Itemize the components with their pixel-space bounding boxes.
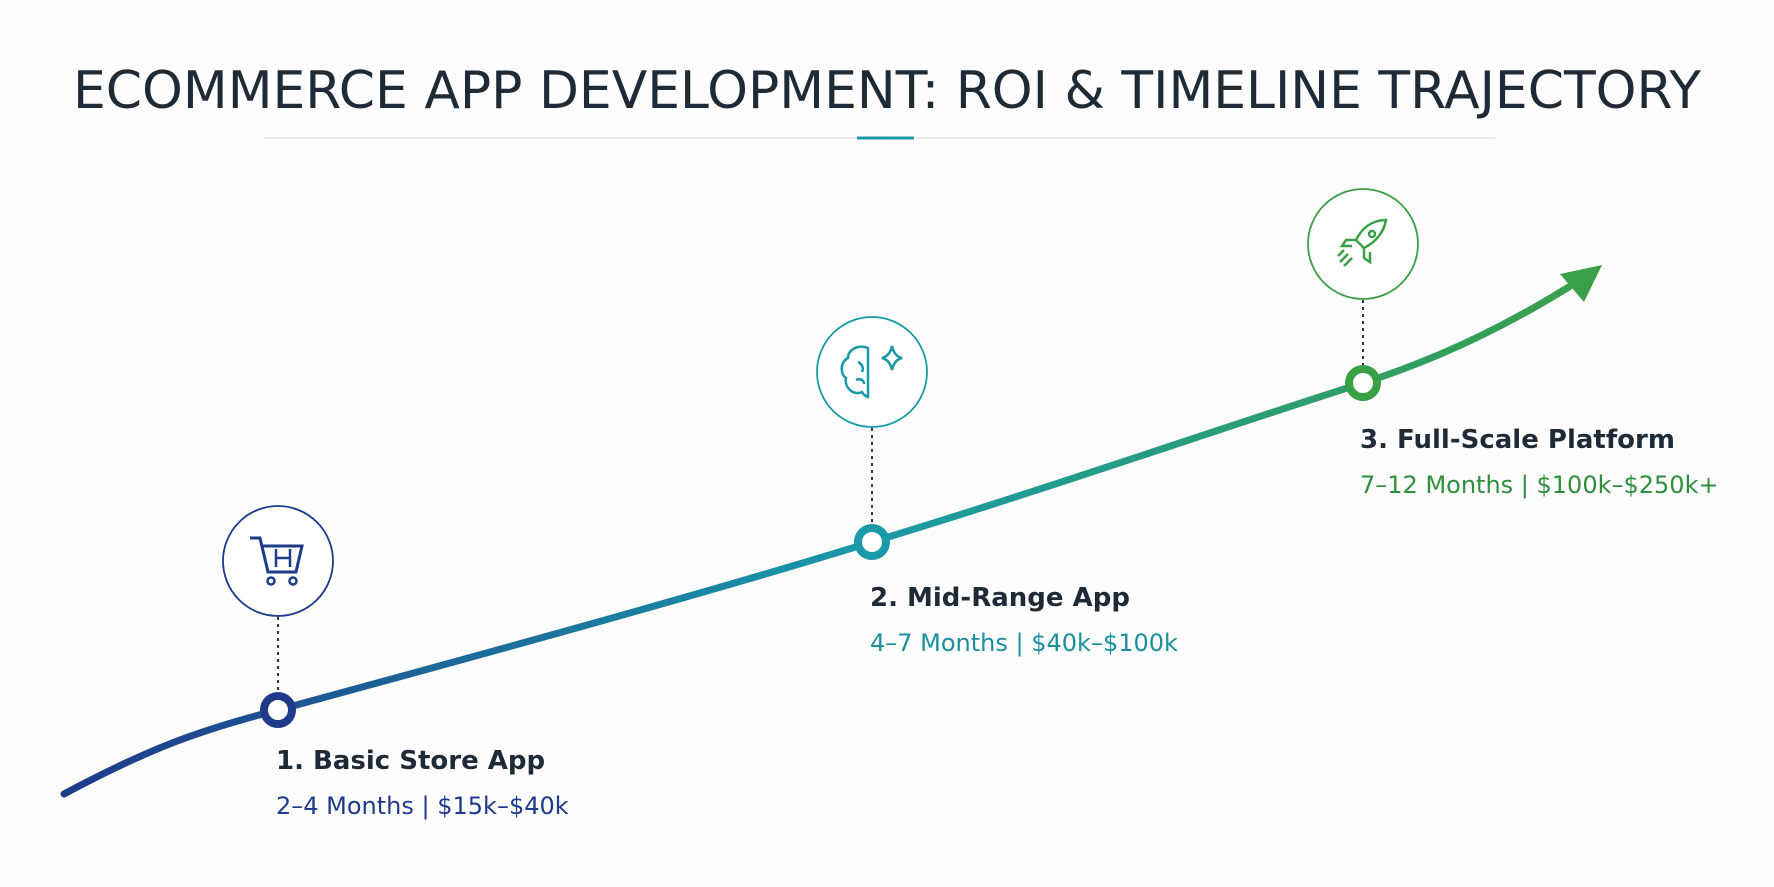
arrowhead: [1560, 265, 1602, 302]
milestone-marker: [854, 524, 890, 560]
milestone-detail: 2–4 Months | $15k–$40k: [276, 792, 569, 820]
milestone-marker: [260, 692, 296, 728]
milestone-detail: 4–7 Months | $40k–$100k: [870, 629, 1178, 657]
cart-icon: [222, 505, 334, 617]
brain-icon: [816, 316, 928, 428]
milestone-title: 2. Mid-Range App: [870, 583, 1130, 613]
milestone-title: 3. Full-Scale Platform: [1360, 425, 1675, 455]
title: ECOMMERCE APP DEVELOPMENT: ROI & TIMELIN…: [73, 61, 1701, 121]
milestone-detail: 7–12 Months | $100k–$250k+: [1360, 471, 1719, 499]
rocket-icon: [1307, 188, 1419, 300]
milestone-title: 1. Basic Store App: [276, 746, 545, 776]
milestone-marker: [1345, 365, 1381, 401]
